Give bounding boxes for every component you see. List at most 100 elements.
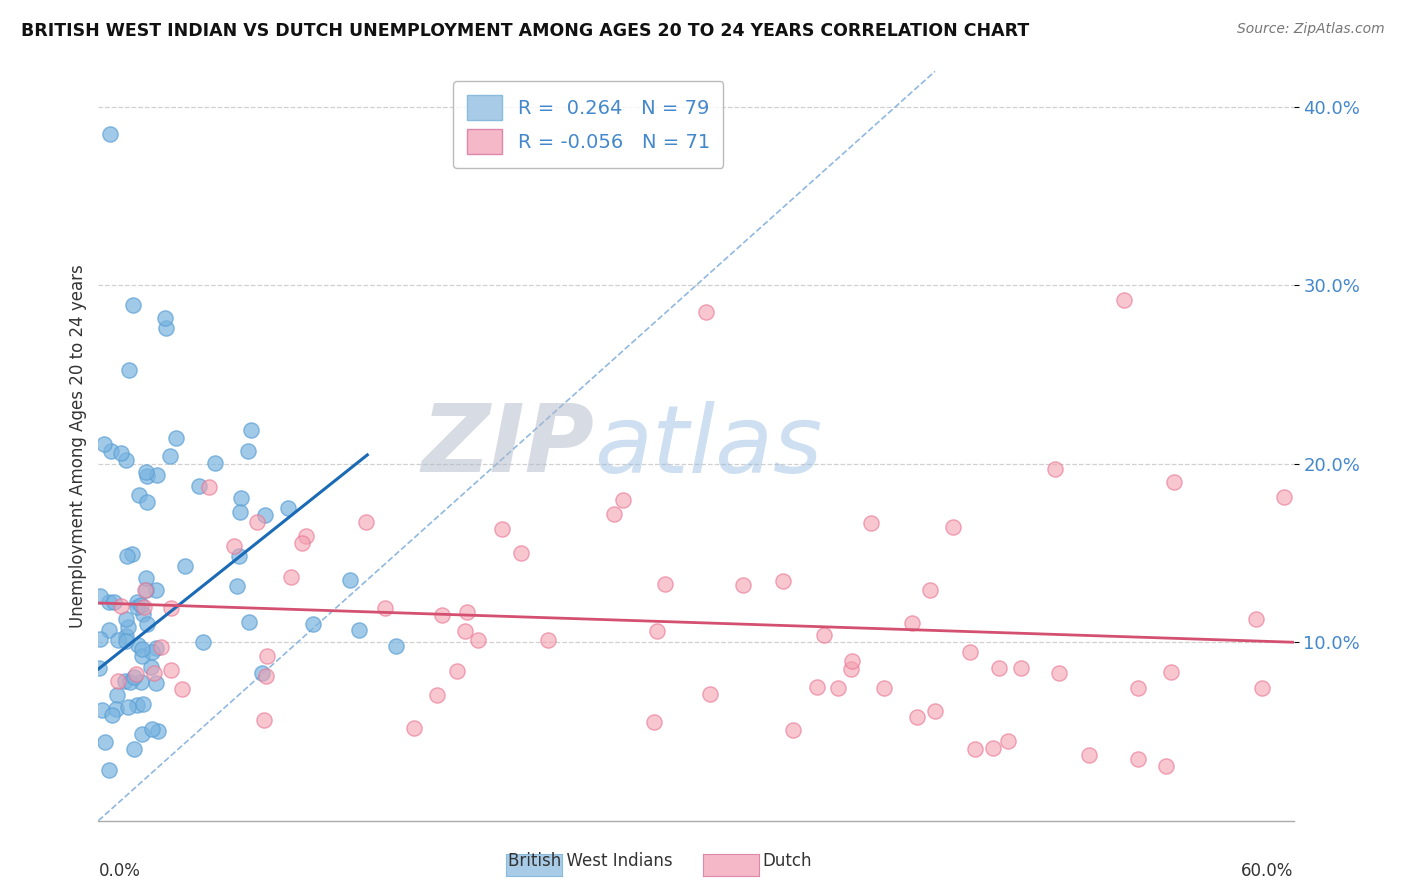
Point (603, 507, 626, 521)
Point (772, 574, 794, 588)
Point (122, 742, 145, 756)
Point (100, 444, 122, 458)
Point (160, 600, 183, 615)
Point (191, 635, 214, 649)
Point (114, 452, 136, 467)
Point (456, 605, 478, 619)
Point (536, 632, 558, 647)
Point (135, 616, 157, 631)
Point (105, 689, 128, 703)
Point (125, 599, 148, 614)
Point (291, 536, 314, 550)
Text: atlas: atlas (595, 401, 823, 491)
Point (117, 620, 139, 634)
Point (699, 687, 721, 701)
Point (107, 674, 129, 689)
Legend: R =  0.264   N = 79, R = -0.056   N = 71: R = 0.264 N = 79, R = -0.056 N = 71 (453, 81, 724, 168)
Point (813, 628, 835, 642)
Point (114, 673, 136, 688)
Point (226, 579, 249, 593)
Point (174, 559, 197, 574)
Point (98, 763, 121, 777)
Text: Dutch: Dutch (762, 852, 813, 870)
Point (231, 491, 253, 506)
Point (782, 723, 804, 738)
Point (643, 714, 665, 729)
Point (918, 582, 941, 597)
Text: 60.0%: 60.0% (1241, 862, 1294, 880)
Point (1126, 752, 1149, 766)
Point (127, 595, 149, 609)
Point (1043, 462, 1066, 476)
Point (1154, 759, 1177, 773)
Point (987, 660, 1010, 674)
Point (339, 573, 361, 587)
Point (127, 698, 149, 712)
Point (110, 446, 132, 460)
Point (872, 681, 894, 695)
Point (141, 722, 163, 736)
Point (115, 629, 138, 643)
Point (806, 680, 828, 694)
Point (647, 624, 669, 639)
Point (145, 583, 167, 598)
Point (121, 547, 143, 561)
Point (153, 311, 176, 326)
Point (132, 697, 155, 711)
Point (122, 669, 145, 683)
Point (280, 570, 302, 584)
Point (841, 654, 863, 668)
Text: ZIP: ZIP (422, 400, 595, 492)
Point (1114, 293, 1136, 307)
Point (731, 577, 754, 591)
Point (1047, 665, 1070, 680)
Point (426, 688, 449, 702)
Point (1272, 490, 1295, 504)
Point (1251, 681, 1274, 696)
Point (900, 615, 922, 630)
Point (1160, 665, 1182, 679)
Point (997, 734, 1019, 748)
Point (1244, 611, 1267, 625)
Point (859, 516, 882, 530)
Point (145, 676, 167, 690)
Point (115, 634, 138, 648)
Point (198, 480, 221, 494)
Point (159, 450, 181, 464)
Point (924, 704, 946, 718)
Point (132, 607, 155, 622)
Point (135, 583, 157, 598)
Point (135, 571, 157, 585)
Point (1128, 681, 1150, 695)
Point (125, 666, 148, 681)
Point (454, 624, 477, 639)
Point (141, 645, 163, 659)
Point (981, 740, 1004, 755)
Point (115, 612, 138, 626)
Point (612, 492, 634, 507)
Text: Source: ZipAtlas.com: Source: ZipAtlas.com (1237, 22, 1385, 37)
Point (942, 520, 965, 534)
Point (100, 707, 122, 722)
Point (90, 703, 112, 717)
Point (172, 682, 194, 697)
Point (131, 641, 153, 656)
Point (165, 431, 187, 445)
Point (1010, 661, 1032, 675)
Point (402, 721, 425, 735)
Point (222, 539, 245, 553)
Point (117, 700, 139, 714)
Point (134, 599, 156, 614)
Point (155, 321, 177, 335)
Point (159, 663, 181, 677)
Text: BRITISH WEST INDIAN VS DUTCH UNEMPLOYMENT AMONG AGES 20 TO 24 YEARS CORRELATION : BRITISH WEST INDIAN VS DUTCH UNEMPLOYMEN… (21, 22, 1029, 40)
Point (98, 623, 121, 637)
Point (117, 549, 139, 564)
Y-axis label: Unemployment Among Ages 20 to 24 years: Unemployment Among Ages 20 to 24 years (69, 264, 87, 628)
Point (905, 710, 928, 724)
Point (110, 599, 132, 614)
Point (204, 456, 226, 470)
Point (131, 648, 153, 663)
Point (839, 662, 862, 676)
Point (228, 549, 250, 564)
